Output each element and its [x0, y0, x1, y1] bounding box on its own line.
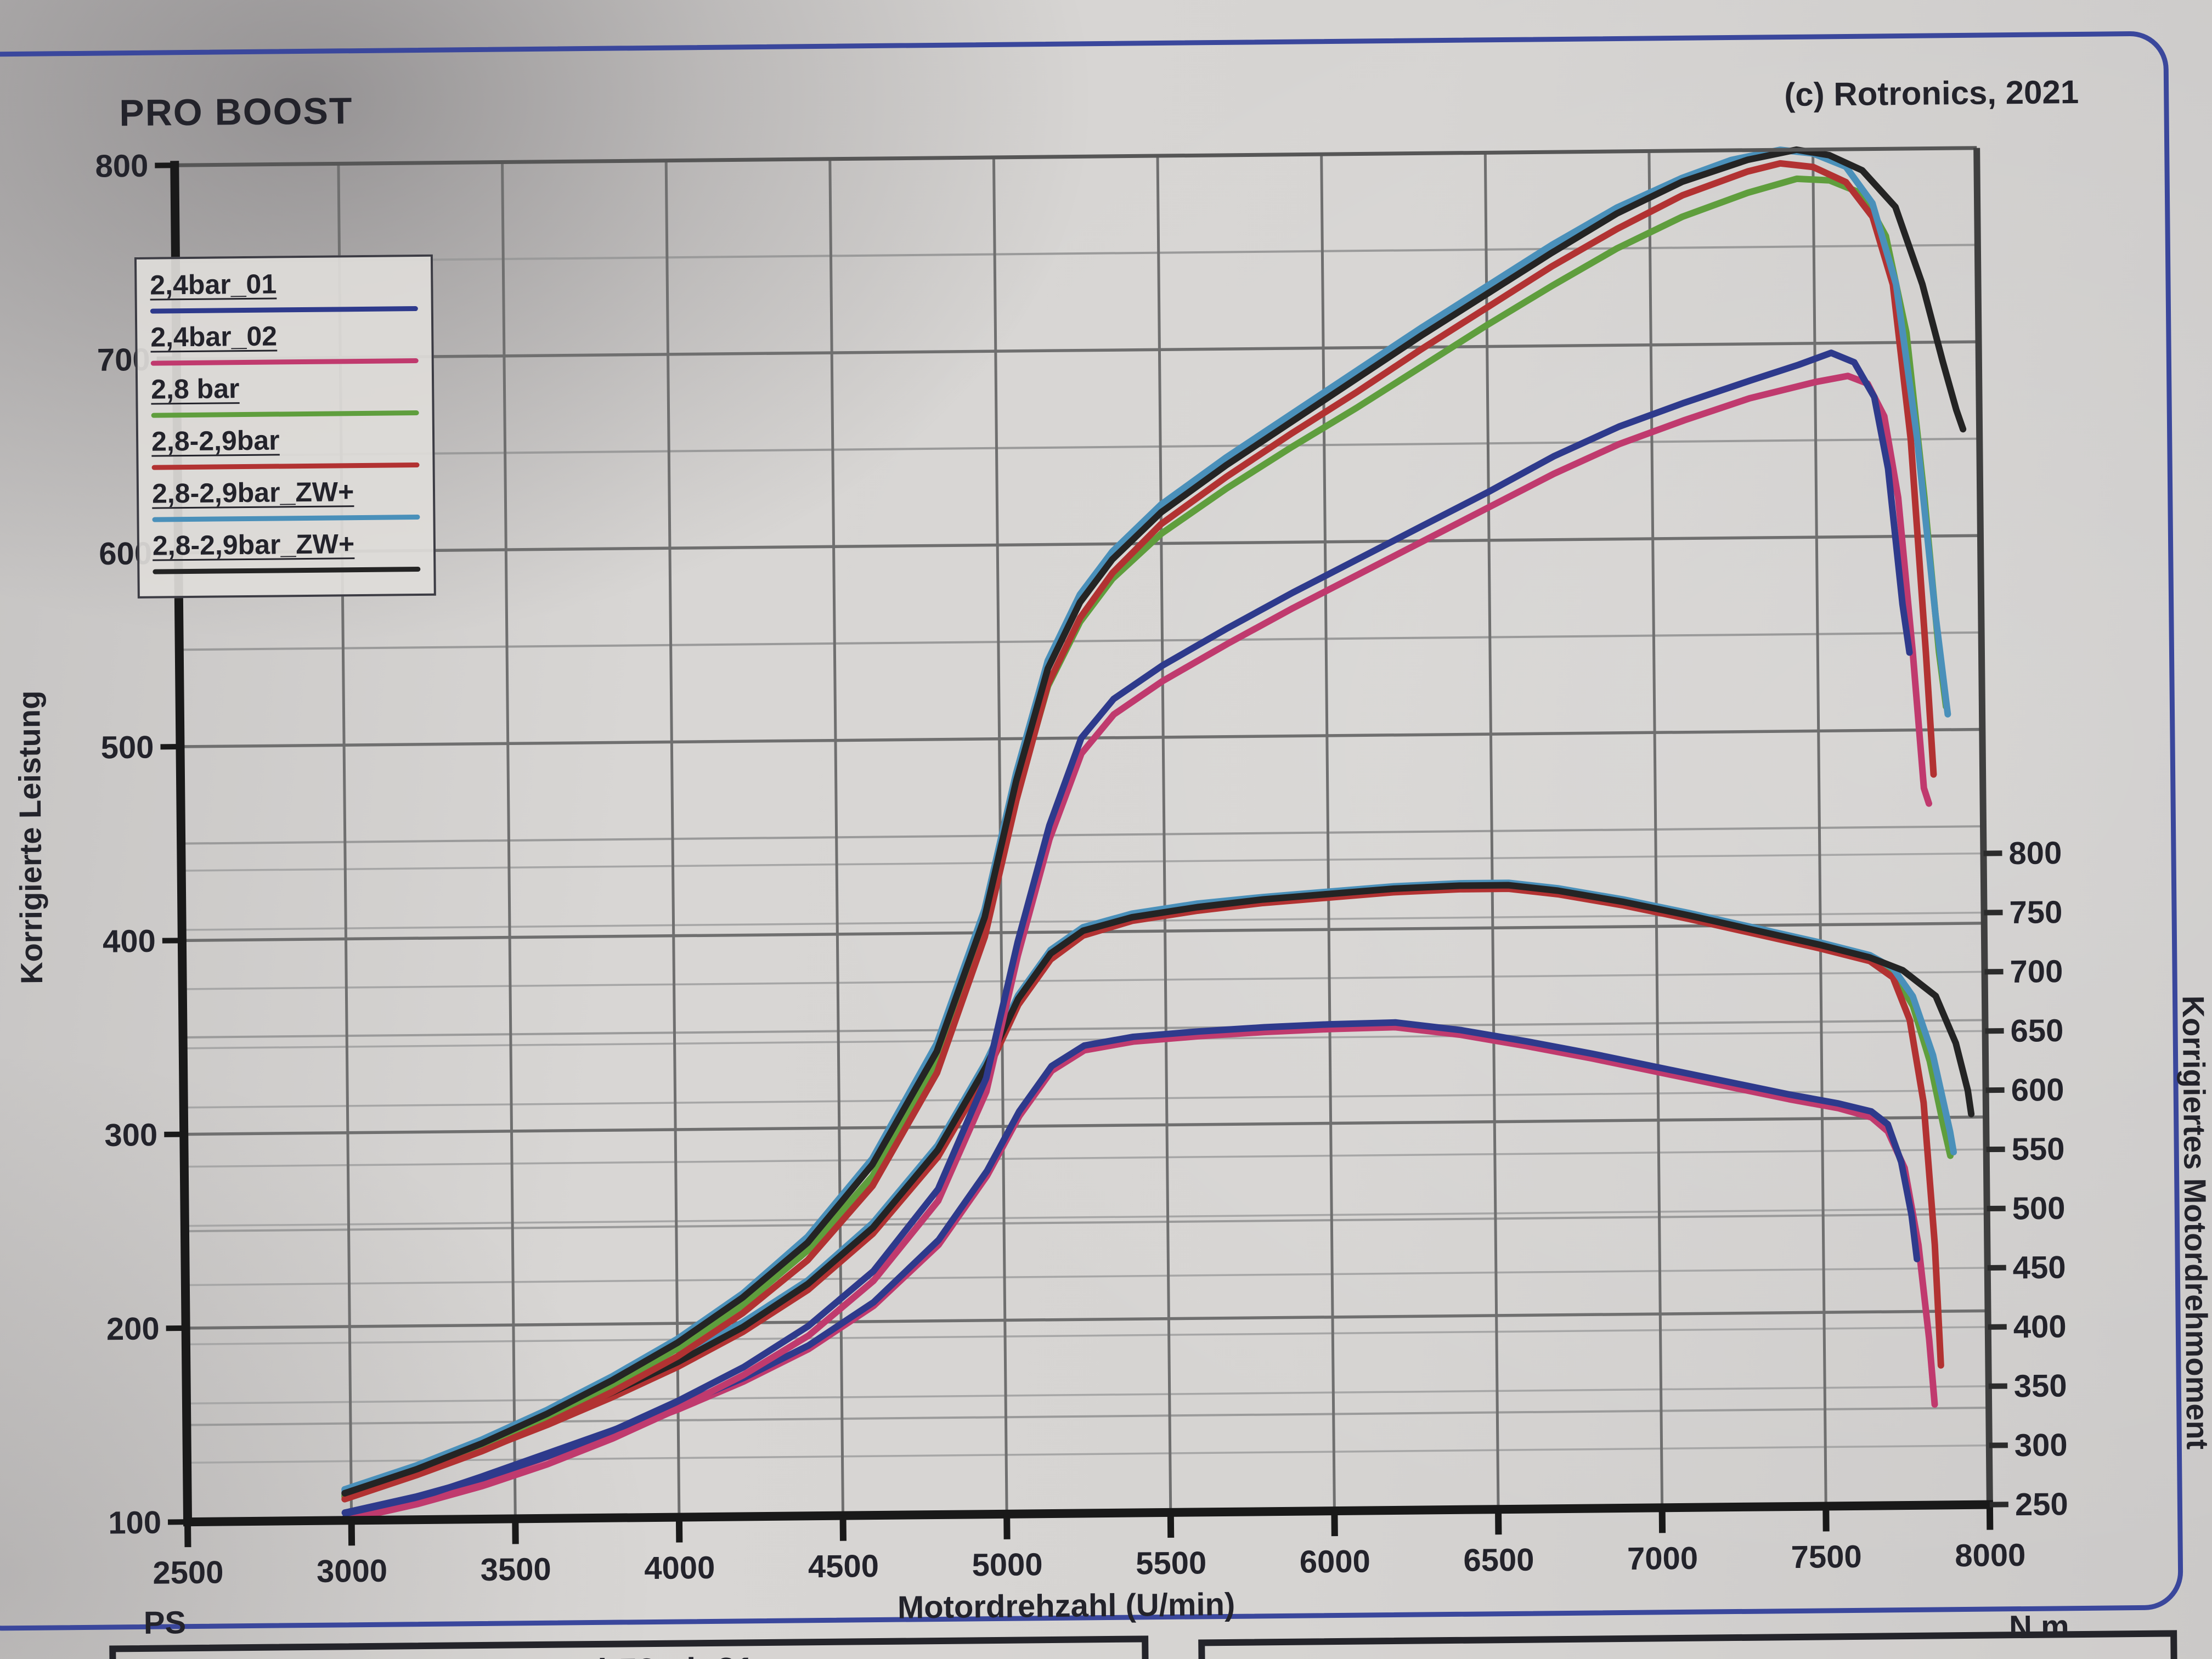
gridline-rpm [1320, 154, 1336, 1511]
left-tick-label: 300 [104, 1117, 157, 1153]
gridline-ps-minor [175, 244, 1978, 263]
right-tick-label: 250 [2015, 1486, 2068, 1522]
torque-curve-2,8-2,9bar [341, 885, 1944, 1503]
gridline-rpm [1647, 151, 1664, 1508]
footer-testreihe-text: Testreihe: Test25_06_21_11h52min21s [154, 1646, 1142, 1659]
left-tick-label: 800 [95, 148, 148, 184]
legend-item-label: 2,4bar_02 [150, 320, 278, 353]
gridline-nm [187, 1444, 1989, 1464]
x-tick-label: 5000 [972, 1547, 1043, 1583]
x-tick-label: 3500 [480, 1551, 551, 1588]
gridline-ps-major [178, 534, 1980, 555]
gridline-rpm [664, 160, 681, 1517]
gridline-nm [184, 1148, 1987, 1168]
x-tick-label: 7000 [1627, 1541, 1699, 1577]
legend-item-label: 2,8-2,9bar_ZW+ [151, 476, 354, 509]
right-tick-label: 600 [2011, 1072, 2064, 1108]
gridline-nm [184, 1207, 1987, 1227]
gridline-nm [185, 1267, 1988, 1286]
right-tick-label: 350 [2014, 1368, 2067, 1404]
power-curve-2,4bar_01 [341, 349, 1913, 1516]
legend-item-label: 2,8 bar [150, 373, 240, 405]
legend-color-line [151, 410, 419, 418]
gridline-rpm [501, 162, 517, 1519]
legend-color-line [150, 358, 419, 366]
gridline-ps-minor [184, 1212, 1987, 1233]
x-axis-line [183, 1500, 1993, 1527]
gridline-ps-minor [187, 1406, 1989, 1426]
right-tick-label: 400 [2013, 1309, 2066, 1345]
gridline-rpm [1812, 149, 1827, 1506]
gridline-ps-minor [179, 631, 1982, 651]
x-tick-label: 4500 [808, 1548, 879, 1584]
legend-color-line [150, 306, 418, 314]
x-tick-label: 8000 [1955, 1537, 2026, 1573]
gridline-nm [185, 1326, 1988, 1346]
gridline-nm [182, 970, 1985, 990]
gridline-ps-major [185, 1309, 1988, 1330]
power-curve-2,4bar_02 [341, 373, 1933, 1524]
legend-item-label: 2,4bar_01 [150, 268, 277, 301]
plot-top-border [174, 146, 1977, 167]
legend-box: 2,4bar_01 2,4bar_02 2,8 bar 2,8-2,9bar 2,8-2… [134, 254, 436, 599]
x-tick-label: 6500 [1463, 1542, 1534, 1578]
legend-item: 2,4bar_01 [150, 267, 418, 314]
legend-item: 2,4bar_02 [150, 319, 419, 366]
legend-item-label: 2,8-2,9bar [151, 425, 280, 457]
legend-item: 2,8-2,9bar_ZW+ [153, 527, 421, 574]
gridline-ps-minor [181, 825, 1984, 845]
right-tick-label: 800 [2008, 835, 2062, 871]
legend-item: 2,8-2,9bar_ZW+ [152, 475, 420, 522]
left-axis-unit-label: PS [143, 1605, 187, 1641]
x-axis-title: Motordrehzahl (U/min) [897, 1586, 1235, 1626]
left-tick-label: 100 [108, 1505, 161, 1541]
left-tick-label: 200 [106, 1311, 160, 1347]
gridline-rpm [1483, 153, 1500, 1510]
gridline-nm [181, 852, 1984, 872]
x-tick-label: 7500 [1791, 1539, 1862, 1575]
gridline-rpm [1156, 156, 1172, 1513]
x-tick-label: 6000 [1299, 1543, 1370, 1579]
power-curve-2,8-2,9bar_ZW+ (2) [341, 146, 1967, 1497]
power-curve-2,8 bar [341, 175, 1950, 1499]
x-tick-label: 2500 [153, 1555, 224, 1591]
legend-item: 2,8-2,9bar [151, 423, 420, 470]
right-tick-label: 750 [2009, 894, 2062, 930]
x-tick-label: 5500 [1136, 1545, 1207, 1581]
gridline-nm [186, 1385, 1989, 1405]
right-tick-label: 300 [2015, 1427, 2068, 1463]
left-tick-label: 500 [100, 730, 154, 766]
legend-color-line [152, 514, 420, 522]
gridline-nm [183, 1030, 1985, 1049]
legend-item: 2,8 bar [151, 371, 419, 418]
left-tick-label: 400 [103, 923, 156, 960]
right-tick-label: 550 [2011, 1131, 2064, 1167]
right-tick-label: 700 [2010, 953, 2063, 990]
legend-color-line [153, 566, 421, 574]
right-axis-line [1973, 148, 1993, 1505]
x-tick-label: 3000 [317, 1553, 388, 1589]
left-axis-title: Korrigierte Leistung [11, 690, 49, 985]
right-axis-title: Korrigiertes Motordrehmoment [2176, 995, 2212, 1450]
x-tick-label: 4000 [644, 1550, 715, 1586]
power-curve-2,8-2,9bar [341, 160, 1937, 1503]
gridline-ps-minor [177, 437, 1980, 458]
gridline-ps-major [184, 1115, 1987, 1136]
legend-item-label: 2,8-2,9bar_ZW+ [152, 528, 355, 561]
torque-curve-2,8-2,9bar_ZW+ (2) [341, 882, 1975, 1499]
gridline-nm [183, 1089, 1986, 1109]
right-tick-label: 450 [2012, 1250, 2066, 1286]
right-tick-label: 500 [2012, 1190, 2065, 1227]
gridline-ps-major [176, 340, 1979, 361]
right-tick-label: 650 [2010, 1013, 2063, 1049]
legend-color-line [151, 462, 420, 470]
gridline-ps-minor [183, 1019, 1985, 1039]
gridline-rpm [828, 159, 845, 1516]
